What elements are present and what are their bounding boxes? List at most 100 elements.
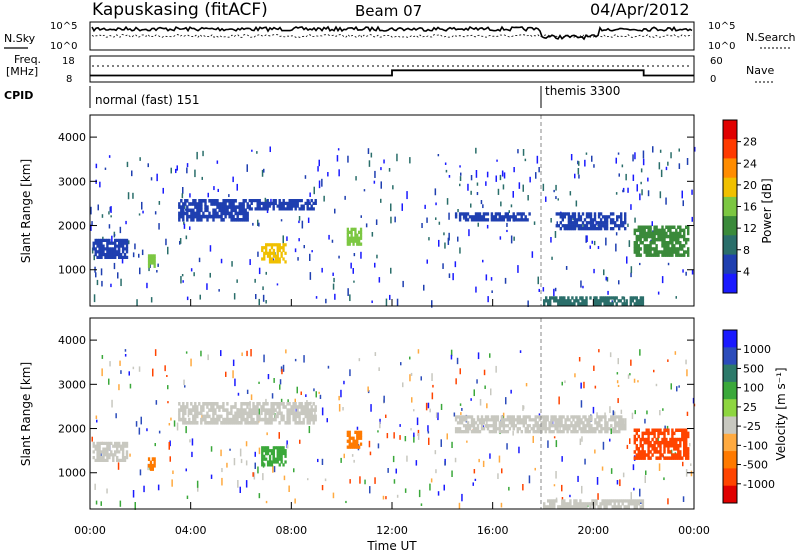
heat-cell-2: [192, 199, 195, 203]
heat-cell-4: [268, 243, 272, 247]
heat-cell-7: [563, 499, 566, 503]
heat-cell-7: [613, 499, 616, 503]
heat-cell-7: [603, 227, 607, 231]
heat-cell-7: [631, 502, 634, 506]
speckle-cell: [262, 294, 265, 302]
heat-cell-2: [196, 405, 199, 409]
heat-cell-2: [268, 411, 271, 416]
speckle-cell: [508, 210, 510, 214]
heat-cell-2: [204, 202, 207, 206]
heat-cell-0: [110, 441, 113, 445]
speckle-cell: [310, 401, 312, 405]
heat-cell-3: [278, 457, 281, 461]
heat-cell-5: [464, 418, 468, 422]
speckle-cell: [132, 252, 135, 258]
heat-cell-6: [647, 437, 650, 442]
heat-cell-6: [679, 456, 682, 460]
speckle-cell: [353, 253, 356, 257]
heat-cell-5: [516, 421, 519, 425]
speckle-cell: [423, 284, 425, 291]
heat-cell-4: [261, 248, 264, 253]
heat-cell-8: [675, 237, 678, 242]
heat-cell-0: [114, 441, 117, 445]
heat-cell-6: [659, 450, 662, 454]
heat-cell-7: [621, 502, 624, 506]
heat-cell-6: [641, 434, 644, 439]
heat-cell-7: [603, 499, 606, 503]
speckle-cell: [503, 172, 506, 179]
heat-cell-2: [212, 218, 215, 222]
heat-cell-9: [555, 296, 558, 300]
speckle-cell: [162, 187, 164, 194]
heat-cell-3: [260, 207, 263, 211]
heat-cell-5: [596, 427, 599, 431]
heat-cell-7: [599, 505, 602, 509]
speckle-cell: [96, 279, 99, 286]
speckle-cell: [294, 248, 297, 253]
speckle-cell: [202, 150, 204, 157]
heat-cell-0: [96, 447, 99, 451]
heat-cell-1: [149, 257, 153, 262]
heat-cell-3: [278, 451, 281, 456]
heat-cell-8: [639, 237, 642, 242]
heat-cell-2: [234, 411, 237, 416]
heat-cell-9: [565, 302, 568, 306]
heat-cell-5: [524, 427, 527, 431]
heat-cell-8: [679, 228, 682, 233]
heat-cell-2: [220, 202, 223, 206]
speckle-cell: [182, 280, 184, 283]
heat-cell-2: [192, 405, 195, 409]
heat-cell-5: [552, 415, 555, 419]
heat-cell-0: [110, 450, 113, 454]
heat-cell-2: [276, 414, 279, 419]
heat-cell-2: [234, 417, 237, 422]
heat-cell-6: [657, 434, 660, 439]
heat-cell-8: [655, 225, 658, 229]
heat-cell-5: [454, 415, 458, 419]
speckle-cell: [246, 164, 248, 172]
heat-cell-5: [530, 418, 533, 422]
heat-cell-5: [532, 418, 535, 422]
heat-cell-2: [206, 405, 209, 409]
heat-cell-0: [106, 447, 109, 451]
heat-cell-3: [282, 204, 285, 208]
speckle-cell: [239, 486, 241, 494]
speckle-cell: [559, 424, 561, 432]
heat-cell-2: [292, 405, 295, 409]
heat-cell-7: [583, 505, 586, 509]
heat-cell-2: [284, 421, 287, 425]
heat-cell-5: [568, 424, 571, 428]
heat-cell-7: [591, 221, 595, 225]
heat-cell-8: [661, 234, 664, 239]
heat-cell-2: [186, 402, 189, 406]
heat-cell-4: [358, 436, 361, 440]
heat-cell-5: [470, 415, 474, 419]
heat-cell-5: [596, 424, 599, 428]
heat-cell-1: [151, 257, 154, 262]
heat-cell-7: [624, 227, 627, 231]
heat-cell-5: [500, 430, 504, 434]
heat-cell-0: [106, 244, 109, 248]
heat-cell-8: [675, 253, 678, 257]
heat-cell-0: [106, 255, 109, 259]
speckle-cell: [288, 485, 290, 492]
heat-cell-8: [651, 237, 654, 242]
heat-cell-8: [655, 250, 658, 254]
heat-cell-2: [310, 405, 313, 409]
heat-cell-4: [359, 442, 363, 446]
speckle-cell: [338, 255, 340, 259]
heat-cell-2: [228, 205, 231, 209]
heat-cell-0: [100, 253, 103, 257]
heat-cell-5: [576, 415, 579, 419]
speckle-cell: [237, 392, 240, 396]
heat-cell-7: [611, 499, 614, 503]
heat-cell-5: [359, 233, 363, 237]
heat-cell-7: [569, 224, 573, 228]
heat-cell-2: [202, 405, 205, 409]
heat-cell-2: [208, 421, 211, 425]
heat-cell-7: [549, 505, 552, 509]
speckle-cell: [615, 232, 618, 236]
speckle-cell: [258, 447, 261, 455]
heat-cell-5: [472, 418, 476, 422]
heat-cell-2: [256, 414, 259, 419]
